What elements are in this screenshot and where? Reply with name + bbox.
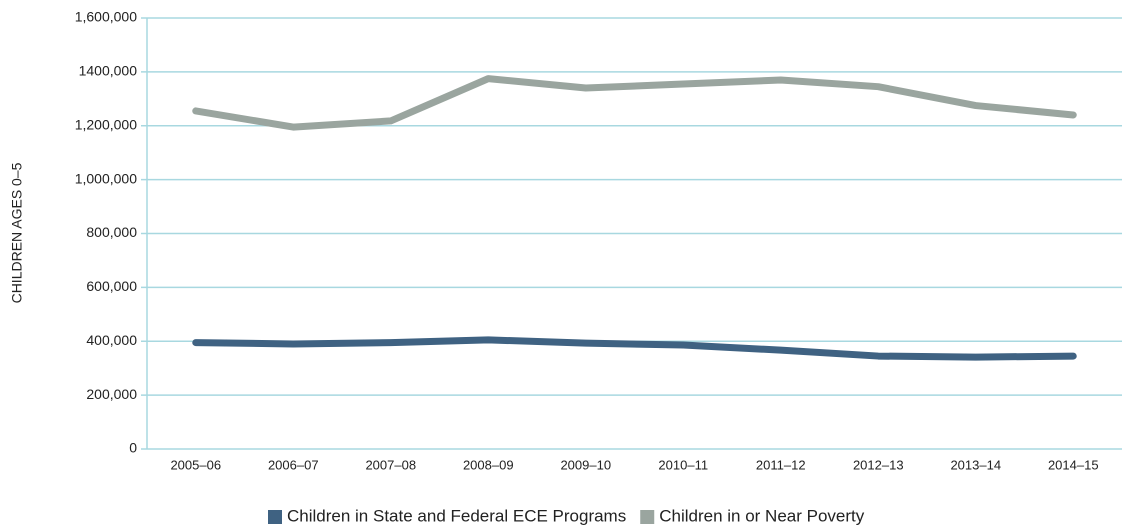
x-tick-label: 2010–11: [658, 457, 708, 472]
x-tick-label: 2011–12: [756, 457, 806, 472]
x-tick-label: 2007–08: [365, 457, 416, 472]
x-tick-label: 2014–15: [1048, 457, 1099, 472]
y-axis-label: CHILDREN AGES 0–5: [9, 162, 25, 303]
y-tick-label: 800,000: [86, 224, 137, 240]
y-tick-label: 1400,000: [79, 63, 138, 79]
series-line: [192, 336, 1077, 361]
x-tick-label: 2008–09: [463, 457, 514, 472]
legend-label: Children in State and Federal ECE Progra…: [287, 506, 626, 525]
y-tick-label: 0: [129, 440, 137, 456]
y-tick-label: 600,000: [86, 278, 137, 294]
x-tick-label: 2005–06: [170, 457, 221, 472]
y-tick-label: 400,000: [86, 332, 137, 348]
x-tick-label: 2006–07: [268, 457, 319, 472]
x-tick-label: 2012–13: [853, 457, 904, 472]
series-line: [192, 75, 1077, 131]
y-tick-label: 1,000,000: [75, 170, 137, 186]
x-tick-label: 2013–14: [950, 457, 1001, 472]
legend-label: Children in or Near Poverty: [659, 506, 865, 525]
y-tick-label: 200,000: [86, 386, 137, 402]
legend-swatch: [268, 510, 282, 524]
legend-swatch: [640, 510, 655, 524]
x-tick-label: 2009–10: [560, 457, 611, 472]
y-tick-label: 1,600,000: [75, 9, 137, 25]
y-tick-label: 1,200,000: [75, 116, 137, 132]
